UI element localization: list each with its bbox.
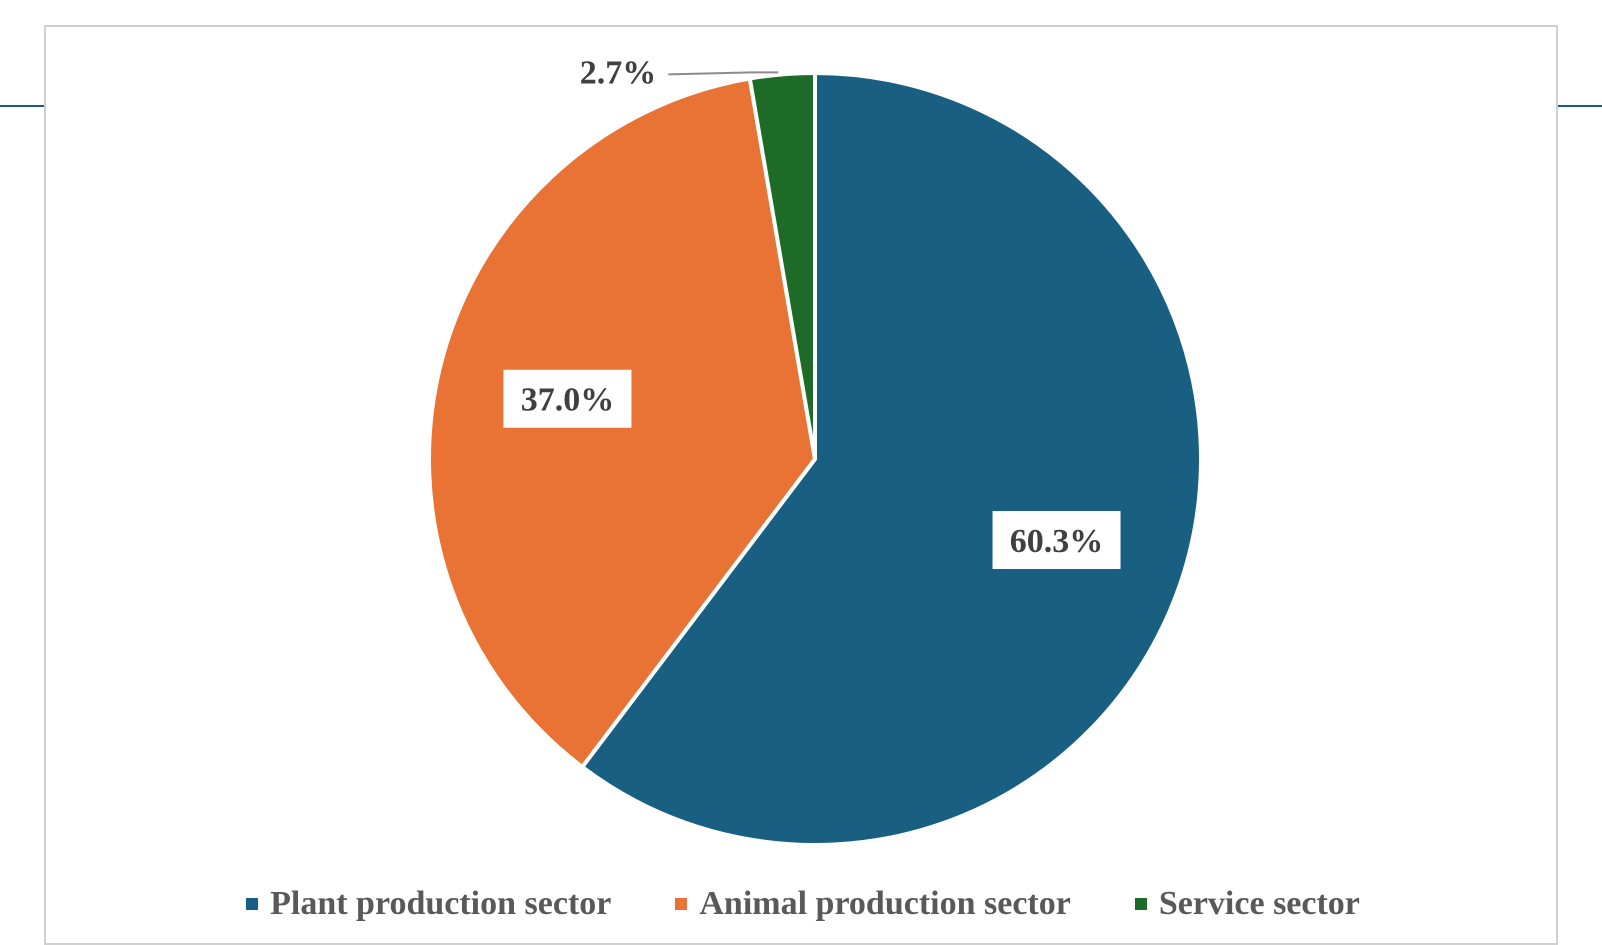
data-label-service-sector: 2.7% [580, 54, 779, 91]
svg-text:60.3%: 60.3% [1010, 523, 1104, 560]
pie-slice-plant-production-sector [580, 71, 1203, 847]
legend-item-plant-production-sector: Plant production sector [246, 885, 611, 923]
data-label-box [503, 369, 632, 428]
data-label-animal-production-sector: 37.0% [503, 369, 632, 428]
legend-item-animal-production-sector: Animal production sector [675, 885, 1071, 923]
chart-area: 60.3% 37.0% 2.7% Plant production sector An… [44, 25, 1558, 945]
legend-label: Service sector [1158, 885, 1360, 922]
legend-swatch [246, 898, 259, 910]
legend-swatch [675, 898, 688, 910]
chart-legend: Plant production sector Animal production… [46, 879, 1560, 929]
leader-line [668, 71, 779, 76]
legend-label: Animal production sector [699, 885, 1071, 922]
pie-slice-service-sector [747, 71, 817, 461]
legend-swatch [1134, 898, 1147, 910]
svg-text:2.7%: 2.7% [580, 54, 657, 91]
data-label-plant-production-sector: 60.3% [992, 511, 1121, 570]
pie-chart: 60.3% 37.0% 2.7% [427, 54, 1203, 847]
legend-item-service-sector: Service sector [1134, 885, 1360, 923]
svg-text:37.0%: 37.0% [521, 382, 615, 419]
legend-label: Plant production sector [270, 885, 612, 922]
data-label-box [992, 511, 1121, 570]
